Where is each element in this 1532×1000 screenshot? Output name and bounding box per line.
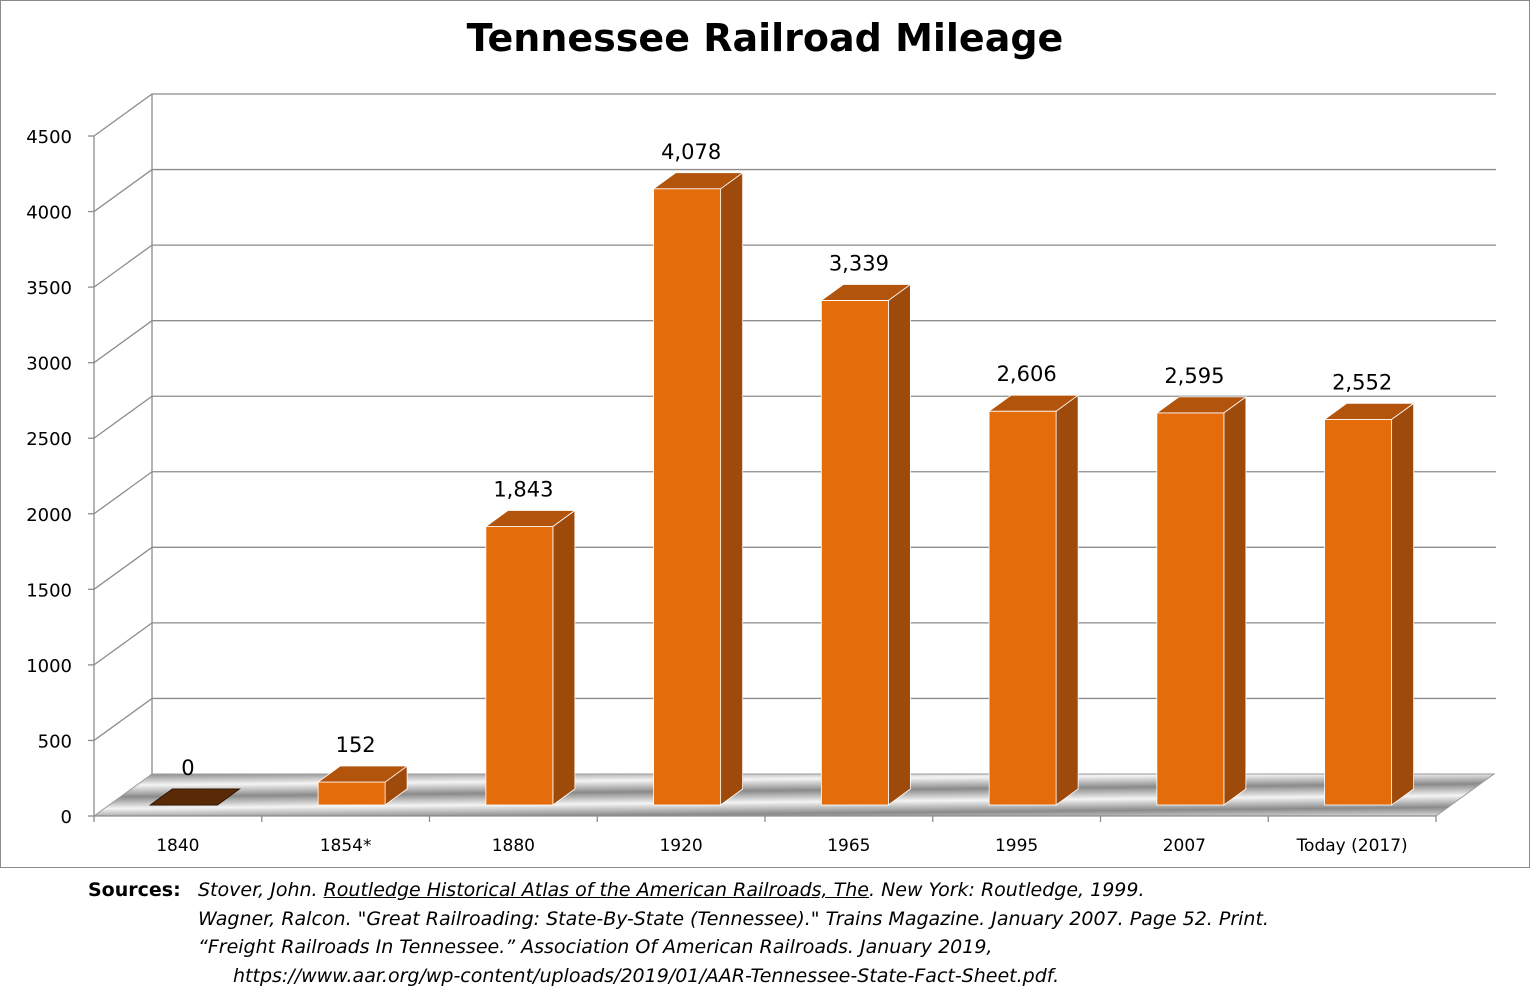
gridline [93, 93, 1496, 137]
source-line-1: Stover, John. Routledge Historical Atlas… [198, 876, 1145, 905]
data-label: 3,339 [829, 251, 889, 275]
bar-front [988, 410, 1057, 806]
x-tick-label: 1965 [827, 836, 870, 856]
x-tick-label: 1854* [320, 836, 372, 856]
bar-top [484, 510, 577, 527]
data-label: 2,595 [1164, 364, 1224, 388]
data-label: 0 [181, 756, 194, 780]
bar-front [1156, 412, 1225, 806]
x-tick-label: 1920 [659, 836, 702, 856]
bar-front [317, 781, 386, 806]
bar-front [653, 188, 722, 806]
source-1-title: Routledge Historical Atlas of the Americ… [323, 879, 869, 901]
bar-top [1155, 396, 1248, 414]
y-tick-label: 0 [61, 807, 72, 828]
chart-floor [92, 773, 1496, 817]
bar-8 [1323, 402, 1415, 806]
bar-7 [1155, 396, 1248, 806]
bar-top [316, 765, 409, 783]
bar-side [887, 283, 911, 806]
data-label: 152 [336, 733, 376, 757]
gridline [93, 471, 1496, 515]
x-tick-label: 1880 [492, 836, 535, 856]
gridline [93, 320, 1496, 364]
bar-6 [987, 394, 1080, 806]
bar-side [1391, 402, 1415, 806]
x-tick-label: Today (2017) [1296, 836, 1408, 856]
gridline [93, 395, 1496, 439]
bar-top [987, 394, 1080, 412]
data-label: 4,078 [661, 140, 721, 164]
gridline [93, 168, 1496, 213]
bar-side [720, 171, 744, 806]
chart-frame [0, 0, 1530, 868]
source-line-3: “Freight Railroads In Tennessee.” Associ… [198, 936, 993, 958]
sources-label: Sources: [88, 879, 181, 901]
y-tick-label: 1000 [26, 656, 72, 677]
data-label: 1,843 [493, 478, 553, 502]
y-tick-label: 3500 [26, 278, 72, 299]
y-tick-label: 2000 [26, 505, 72, 526]
bar-front [485, 526, 554, 806]
bar-top [148, 788, 241, 806]
gridline [93, 622, 1496, 666]
bar-2 [316, 765, 409, 806]
source-line-4: https://www.aar.org/wp-content/uploads/2… [233, 964, 1060, 987]
y-tick-label: 4000 [26, 203, 72, 224]
y-tick-label: 2500 [26, 429, 72, 450]
source-line-2: Wagner, Ralcon. "Great Railroading: Stat… [198, 907, 1269, 930]
source-1-author: Stover, John. [198, 879, 324, 901]
bar-side [1055, 394, 1079, 806]
data-label: 2,606 [997, 362, 1057, 386]
bar-1 [148, 788, 241, 806]
bar-top [652, 172, 744, 190]
bar-top [820, 284, 912, 301]
gridline [93, 244, 1496, 288]
x-tick-label: 1840 [156, 836, 199, 856]
y-tick-label: 500 [38, 731, 72, 752]
x-tick-label: 2007 [1163, 836, 1206, 856]
source-1-publisher: . New York: Routledge, 1999. [868, 879, 1145, 901]
y-tick-label: 4500 [26, 127, 72, 148]
data-label: 2,552 [1332, 370, 1392, 394]
y-tick-label: 3000 [26, 354, 72, 375]
bar-chart: 0 500 1000 1500 2000 2500 3000 3500 4000 4500 0 184… [26, 93, 1496, 856]
gridline [93, 697, 1496, 741]
x-tick-label: 1995 [995, 836, 1038, 856]
bar-side [552, 509, 576, 806]
bar-5 [820, 283, 912, 806]
bar-3 [484, 509, 577, 806]
gridline [93, 546, 1496, 590]
y-tick-label: 1500 [26, 580, 72, 601]
bar-front [1324, 418, 1393, 806]
bar-top [1323, 402, 1415, 420]
bar-front [820, 300, 889, 806]
bar-4 [652, 171, 744, 806]
chart-title: Tennessee Railroad Mileage [466, 16, 1064, 60]
bar-side [1223, 396, 1247, 806]
